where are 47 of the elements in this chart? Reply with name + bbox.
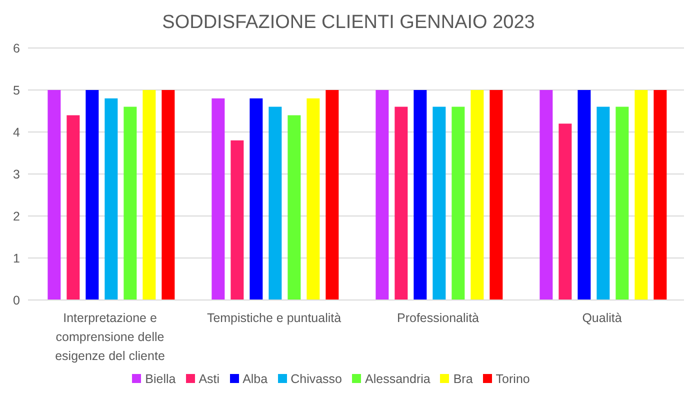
x-tick-label: Interpretazione e comprensione delle esigenze del cliente — [55, 311, 165, 363]
bar — [230, 140, 244, 300]
bar — [124, 106, 137, 300]
bar — [86, 90, 99, 300]
bar — [432, 106, 446, 300]
bar — [578, 90, 591, 300]
bar — [288, 115, 301, 300]
bar — [142, 90, 156, 300]
legend-label: Bra — [453, 372, 473, 386]
legend-label: Torino — [496, 372, 530, 386]
legend-label: Alessandria — [365, 372, 430, 386]
bar — [596, 106, 610, 300]
bar — [558, 124, 572, 300]
y-tick-label: 2 — [13, 209, 20, 224]
bar — [104, 98, 118, 300]
x-tick-label: Qualità — [582, 311, 622, 325]
bar — [306, 98, 320, 300]
bar — [66, 115, 80, 300]
y-tick-label: 6 — [13, 41, 20, 56]
bar — [452, 106, 465, 300]
bar — [212, 98, 225, 300]
y-tick-label: 4 — [13, 125, 20, 140]
bar — [616, 106, 629, 300]
bar — [414, 90, 427, 300]
y-tick-label: 1 — [13, 251, 20, 266]
bar — [250, 98, 263, 300]
bar — [162, 90, 175, 300]
legend-label: Biella — [145, 372, 176, 386]
y-tick-label: 3 — [13, 167, 20, 182]
bar — [326, 90, 339, 300]
bar — [634, 90, 648, 300]
bar — [376, 90, 389, 300]
y-tick-label: 0 — [13, 293, 20, 308]
bar — [654, 90, 667, 300]
legend-label: Chivasso — [290, 372, 342, 386]
bar — [394, 106, 408, 300]
legend-label: Asti — [198, 372, 220, 386]
legend-label: Alba — [242, 372, 268, 386]
bar — [470, 90, 484, 300]
x-tick-label: Professionalità — [397, 311, 480, 325]
y-tick-label: 5 — [13, 83, 20, 98]
x-tick-label: Tempistiche e puntualità — [206, 311, 342, 325]
bar — [268, 106, 282, 300]
bar — [540, 90, 553, 300]
bar — [48, 90, 61, 300]
bar — [490, 90, 503, 300]
chart-title: SODDISFAZIONE CLIENTI GENNAIO 2023 — [161, 11, 536, 35]
